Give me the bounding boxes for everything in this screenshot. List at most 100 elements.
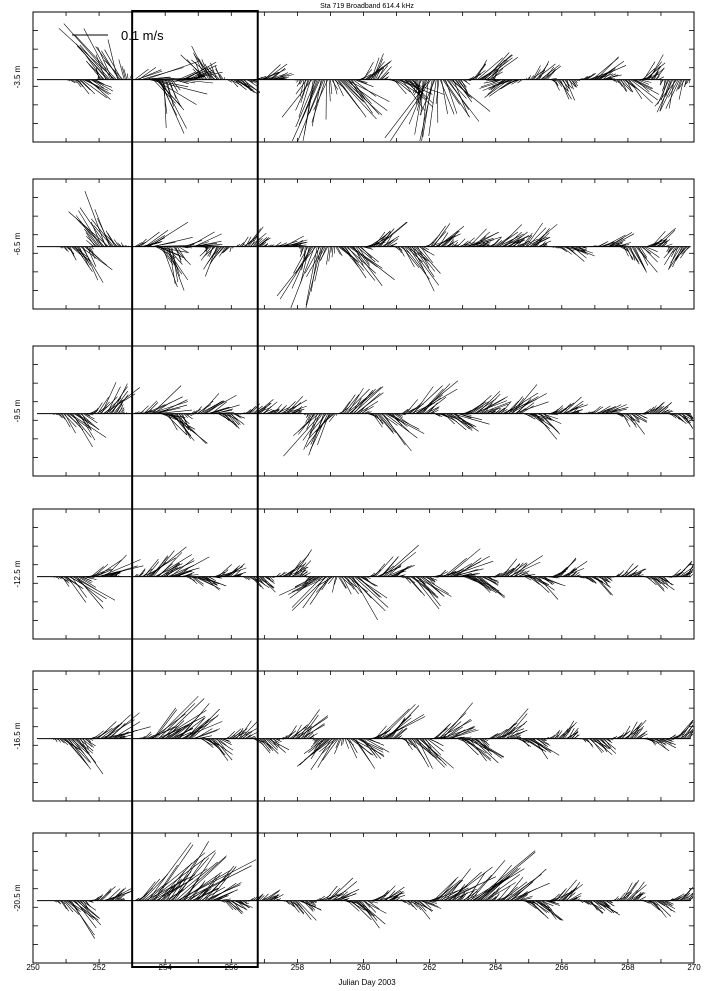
velocity-stick: [512, 236, 526, 247]
velocity-stick: [227, 413, 240, 429]
velocity-stick: [155, 695, 199, 739]
velocity-stick: [562, 79, 569, 92]
velocity-stick: [72, 900, 99, 921]
velocity-stick: [172, 556, 210, 577]
velocity-stick: [384, 551, 417, 577]
velocity-stick: [614, 242, 623, 247]
velocity-stick: [95, 54, 106, 80]
velocity-stick: [434, 724, 450, 739]
velocity-stick: [454, 568, 479, 577]
velocity-stick: [291, 566, 305, 577]
velocity-stick: [175, 79, 196, 84]
velocity-stick: [383, 544, 419, 577]
x-tick-label: 260: [357, 963, 371, 972]
velocity-stick: [244, 79, 252, 90]
velocity-stick: [199, 246, 211, 257]
velocity-stick: [344, 576, 355, 590]
velocity-stick: [480, 864, 512, 901]
velocity-stick: [416, 900, 427, 912]
velocity-stick: [396, 413, 403, 419]
velocity-stick: [310, 246, 319, 292]
velocity-stick: [387, 705, 420, 739]
velocity-stick: [158, 552, 183, 577]
velocity-stick: [667, 246, 672, 253]
velocity-stick: [589, 576, 597, 584]
velocity-stick: [121, 65, 126, 80]
velocity-stick: [602, 900, 615, 914]
velocity-stick: [590, 738, 603, 754]
velocity-stick: [237, 79, 255, 94]
velocity-stick: [71, 576, 87, 598]
velocity-stick: [101, 890, 112, 901]
velocity-stick: [410, 246, 429, 262]
velocity-stick: [636, 571, 642, 577]
velocity-stick: [305, 246, 318, 306]
velocity-stick: [193, 54, 214, 80]
velocity-stick: [630, 246, 636, 261]
velocity-stick: [330, 246, 333, 253]
velocity-stick: [525, 738, 547, 752]
velocity-stick: [655, 576, 675, 591]
velocity-stick: [463, 576, 478, 583]
velocity-stick: [134, 242, 142, 247]
velocity-stick: [166, 79, 174, 107]
velocity-stick: [84, 413, 95, 420]
velocity-stick: [293, 246, 309, 274]
velocity-stick: [552, 893, 560, 901]
scale-bar-label: 0.1 m/s: [121, 28, 164, 43]
velocity-stick: [302, 723, 325, 739]
velocity-stick: [607, 232, 633, 247]
velocity-stick: [79, 900, 101, 919]
velocity-stick: [420, 738, 447, 766]
velocity-stick: [585, 576, 593, 583]
velocity-stick: [569, 727, 579, 739]
velocity-stick: [72, 738, 92, 763]
velocity-stick: [301, 714, 319, 739]
velocity-stick: [461, 79, 468, 93]
velocity-stick: [375, 230, 391, 247]
velocity-stick: [419, 79, 436, 116]
velocity-stick: [473, 231, 491, 247]
velocity-stick: [569, 79, 574, 90]
velocity-stick: [664, 246, 676, 266]
velocity-stick: [514, 891, 528, 901]
velocity-stick: [264, 738, 274, 752]
velocity-stick: [116, 402, 123, 414]
velocity-stick: [118, 734, 123, 739]
velocity-stick: [162, 698, 205, 739]
velocity-stick: [533, 69, 541, 80]
velocity-stick: [240, 79, 252, 92]
velocity-stick: [539, 738, 549, 745]
velocity-stick: [288, 576, 324, 595]
velocity-stick: [342, 246, 359, 267]
velocity-stick: [635, 730, 648, 739]
velocity-stick: [412, 738, 430, 768]
velocity-stick: [654, 900, 672, 917]
velocity-stick: [167, 565, 195, 577]
velocity-stick: [162, 246, 178, 288]
velocity-stick: [510, 731, 525, 739]
velocity-stick: [558, 79, 572, 100]
velocity-stick: [59, 738, 65, 744]
velocity-stick: [163, 871, 192, 901]
velocity-stick: [532, 413, 550, 429]
velocity-stick: [114, 731, 129, 739]
velocity-stick: [60, 576, 70, 584]
velocity-stick: [210, 62, 218, 80]
velocity-stick: [380, 704, 416, 739]
velocity-stick: [622, 882, 633, 901]
velocity-stick: [254, 576, 263, 583]
velocity-stick: [470, 576, 497, 594]
velocity-stick: [463, 738, 491, 761]
velocity-stick: [605, 404, 627, 414]
velocity-stick: [216, 738, 227, 751]
velocity-stick: [174, 857, 206, 901]
velocity-stick: [388, 891, 404, 901]
velocity-stick: [627, 413, 637, 428]
panel-depth-label: -12.5 m: [13, 560, 22, 587]
velocity-stick: [231, 413, 241, 425]
velocity-stick: [561, 884, 583, 901]
velocity-stick: [353, 246, 364, 266]
velocity-stick: [619, 732, 625, 739]
velocity-stick: [168, 858, 198, 901]
